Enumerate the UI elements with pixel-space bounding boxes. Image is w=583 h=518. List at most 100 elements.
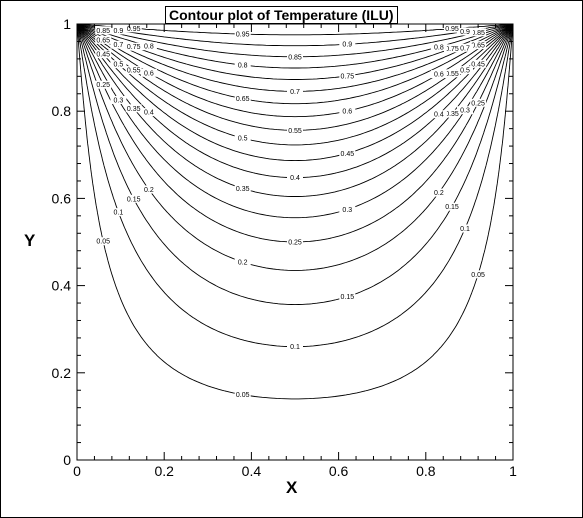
contour-label-background [339,292,356,301]
contour-label: 0.35 [127,106,141,113]
contour-label-background [234,61,251,69]
contour-label-background [430,188,447,197]
contour-label-background [470,41,487,50]
contour-label-background [125,24,142,33]
contour-label-background [444,109,460,118]
contour-label-background [339,71,356,80]
contour-label: 0.75 [445,46,459,53]
y-tick-label: 0.8 [52,103,72,119]
contour-label-background [125,194,142,203]
contour-label-background [339,205,356,214]
contour-label-background [444,202,460,211]
contour-label: 0.15 [127,196,141,203]
contour-label: 0.7 [290,89,300,96]
contour-label-background [95,80,112,89]
contour-label: 0.2 [144,187,154,194]
contour-label-background [125,104,142,113]
y-tick-label: 1 [63,16,71,32]
contour-label-background [470,98,487,107]
contour-label-background [470,270,487,279]
contour-lines [76,23,514,400]
contour-label: 0.6 [434,72,444,79]
contour-label: 0.1 [114,210,124,217]
contour-label: 0.4 [434,112,444,119]
contour-label-background [287,87,303,96]
contour-label: 0.55 [127,68,141,75]
y-axis-label: Y [24,231,36,250]
contour-label: 0.15 [340,294,354,301]
contour-label-background [140,68,157,77]
contour-label: 0.85 [288,54,302,61]
contour-label: 0.95 [236,32,250,39]
contour-label: 0.5 [238,136,248,143]
contour-label-background [234,94,251,103]
x-axis-label: X [286,478,298,497]
contour-label-background [457,43,473,52]
contour-label-background [140,185,157,194]
contour-label: 0.9 [114,28,124,35]
x-tick-label: 0.4 [242,463,262,479]
contour-label-background [287,126,303,135]
contour-label-background [430,42,447,51]
contour-label-background [444,44,460,53]
contour-label-background [110,208,127,217]
contour-label-background [470,28,487,37]
x-tick-label: 0 [73,463,81,479]
plot-area-border [76,23,514,461]
contour-label-background [470,59,487,68]
x-tick-label: 1 [509,463,517,479]
contour-label: 0.5 [114,62,124,69]
contour-label-background [110,60,127,69]
contour-line [76,24,514,197]
contour-label-background [110,96,127,104]
contour-line [76,26,514,348]
contour-label: 0.75 [127,44,141,51]
contour-label: 0.85 [471,30,485,37]
contour-label-background [234,184,251,193]
contour-label: 0.65 [96,37,110,44]
contour-label-background [95,50,112,59]
contour-label: 0.55 [445,71,459,78]
contour-label: 0.6 [342,109,352,116]
contour-label: 0.75 [340,73,354,80]
y-tick-label: 0 [63,452,71,468]
contour-label: 0.6 [144,70,154,77]
contour-label: 0.9 [342,42,352,49]
contour-label-background [444,24,460,33]
contour-label-background [339,149,356,158]
contour-label-background [287,238,303,246]
contour-label-background [287,173,303,182]
contour-label: 0.4 [290,175,300,182]
contour-label-background [457,106,473,115]
contour-label-background [95,237,112,246]
contour-label: 0.1 [290,344,300,351]
y-tick-label: 0.2 [52,365,72,381]
contour-label-background [140,42,157,51]
x-tick-label: 0.6 [329,463,349,479]
contour-label: 0.7 [460,45,470,52]
contour-label-background [125,66,142,75]
contour-label-background [457,224,473,233]
contour-label: 0.25 [471,100,485,107]
axis-ticks: 0 0.2 0.4 0.6 0.8 1 0 0.2 0.4 0.6 0.8 1 [52,16,518,479]
contour-label: 0.35 [445,111,459,118]
y-tick-label: 0.6 [52,190,72,206]
contour-label: 0.45 [96,52,110,59]
contour-label-background [234,258,251,267]
contour-label-background [287,342,303,351]
contour-label-background [95,35,112,44]
contour-label-background [457,27,473,36]
contour-label: 0.55 [288,128,302,135]
contour-label: 0.95 [127,26,141,33]
x-tick-label: 0.2 [154,463,174,479]
contour-label-background [339,40,356,49]
contour-label-background [339,107,356,115]
contour-label-background [140,108,157,117]
contour-label: 0.3 [460,108,470,115]
chart-title: Contour plot of Temperature (ILU) [165,6,398,24]
contour-label: 0.15 [445,204,459,211]
contour-label: 0.8 [434,44,444,51]
y-tick-label: 0.4 [52,278,72,294]
contour-labels: 0.050.050.050.10.10.10.150.150.150.20.2 0… [95,24,487,399]
contour-label: 0.25 [96,82,110,89]
